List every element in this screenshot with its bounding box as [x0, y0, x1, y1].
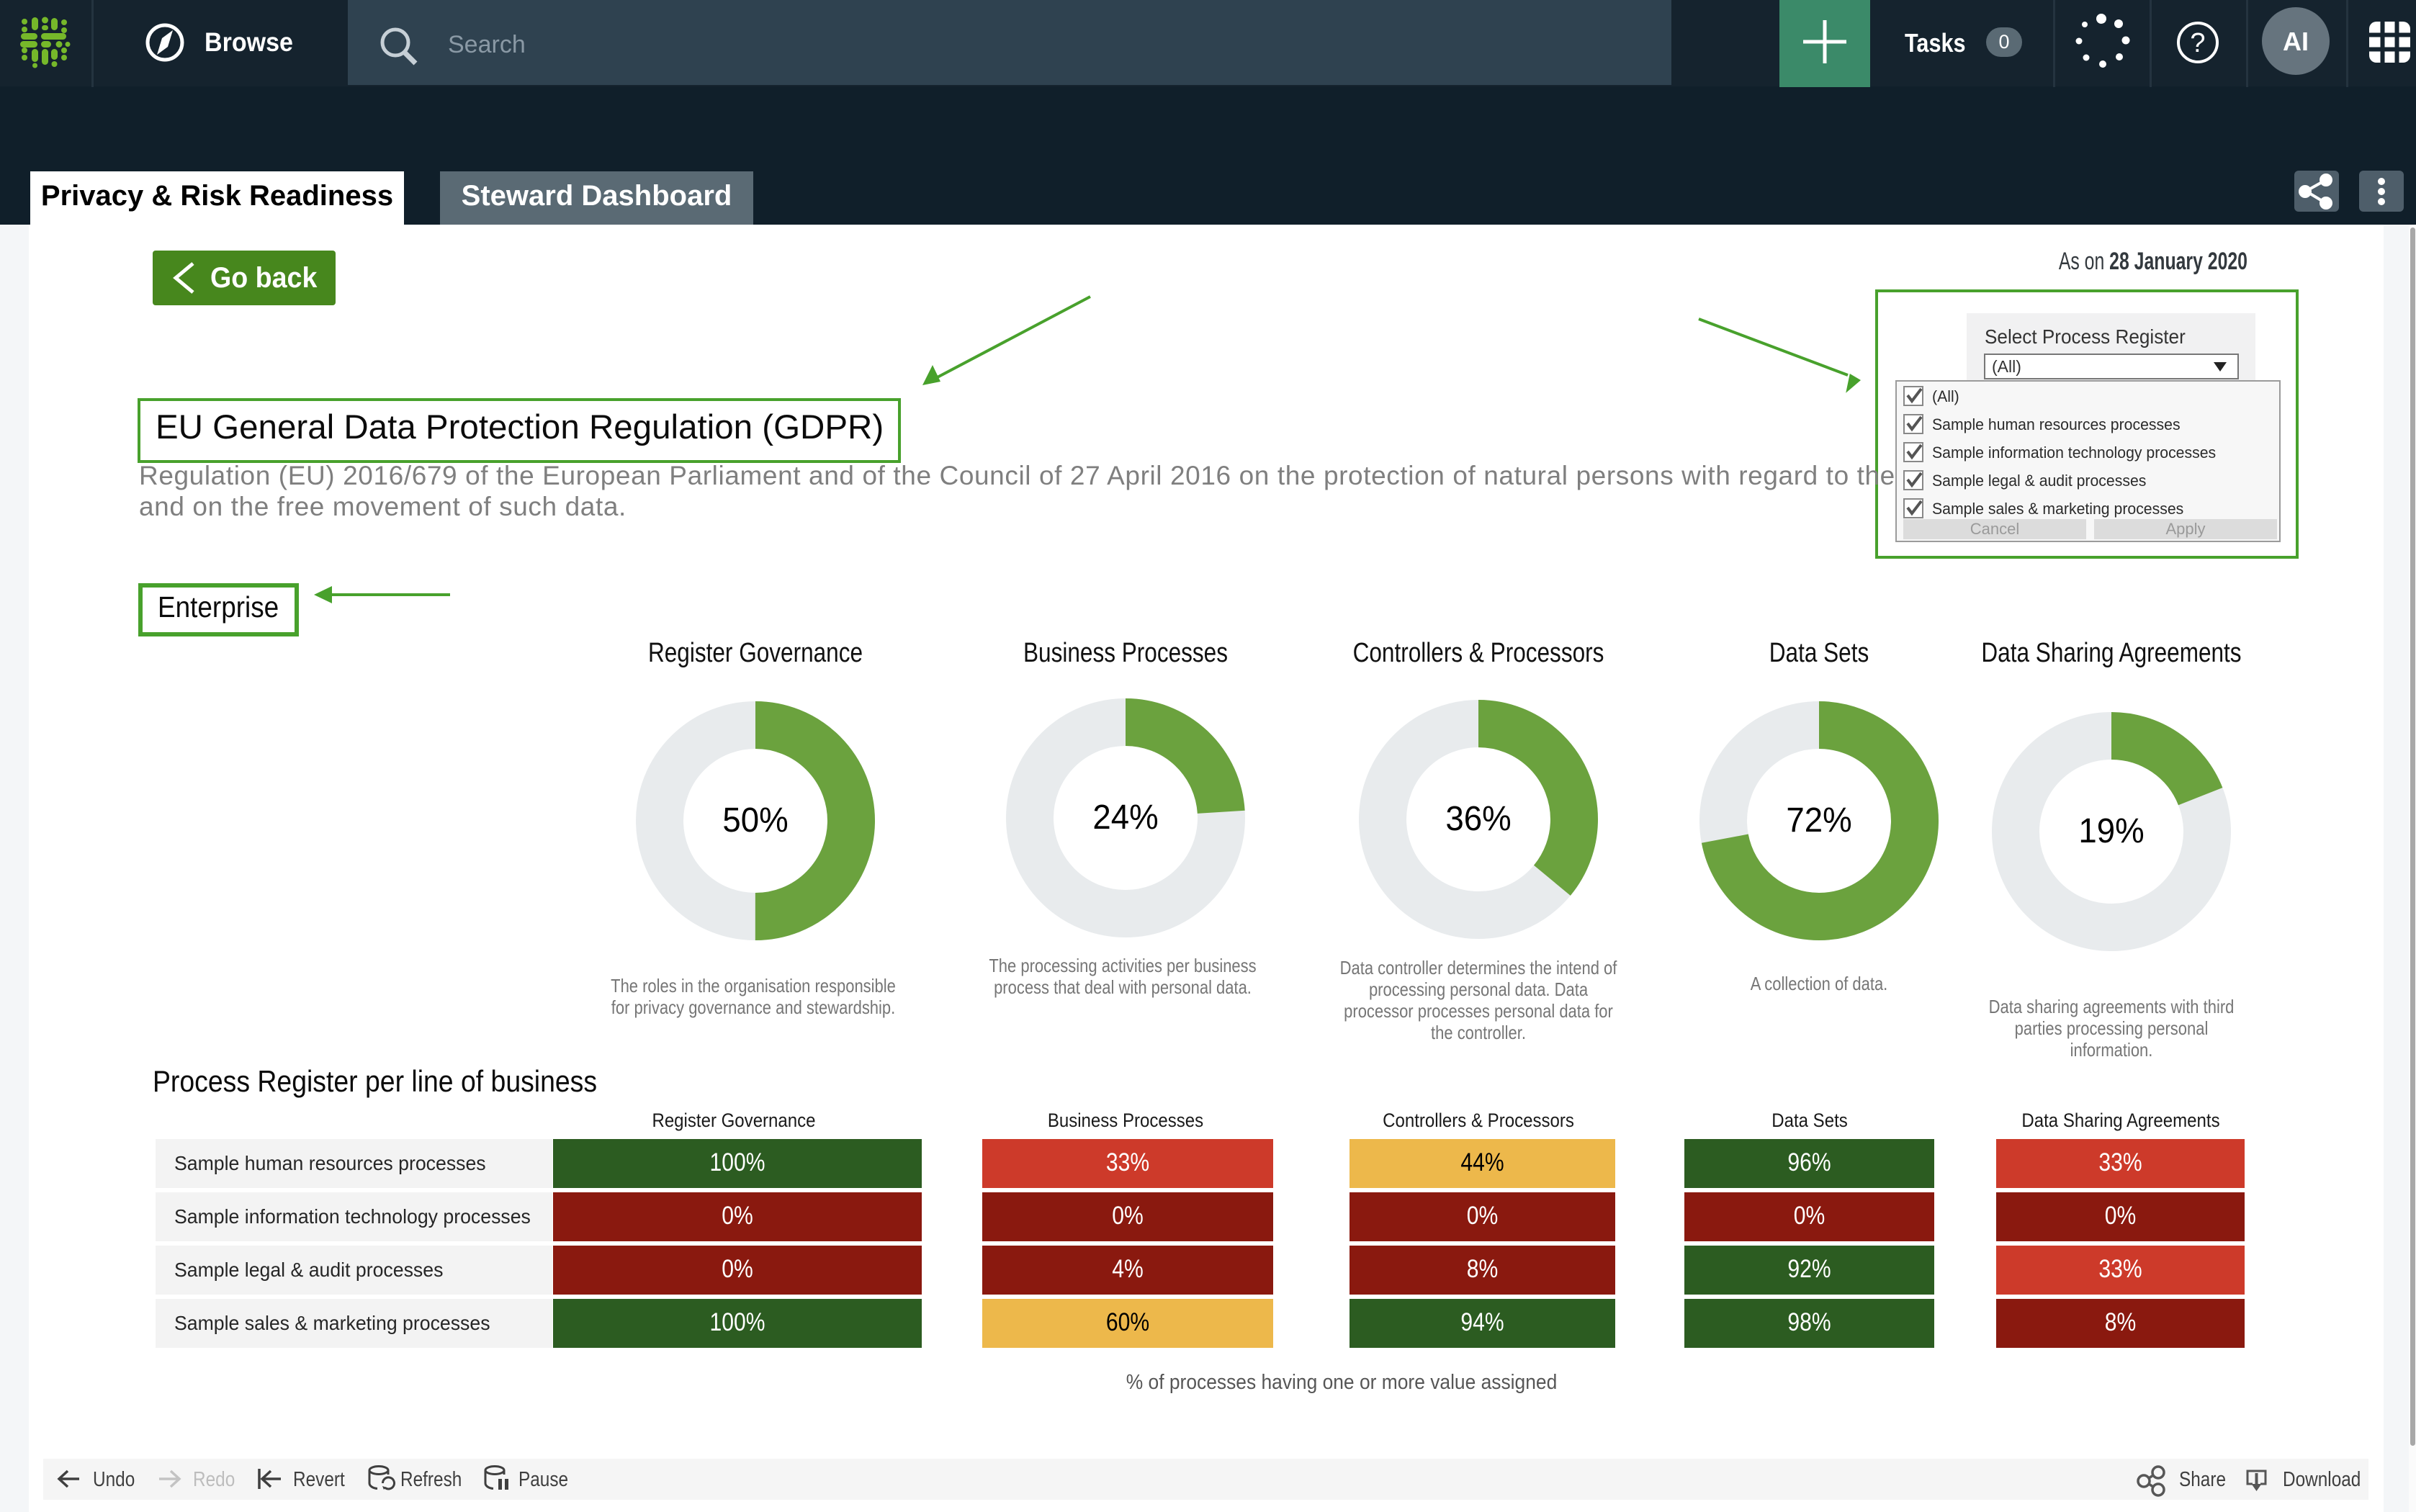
svg-text:?: ?	[2190, 28, 2205, 58]
svg-text:AI: AI	[2283, 27, 2309, 56]
